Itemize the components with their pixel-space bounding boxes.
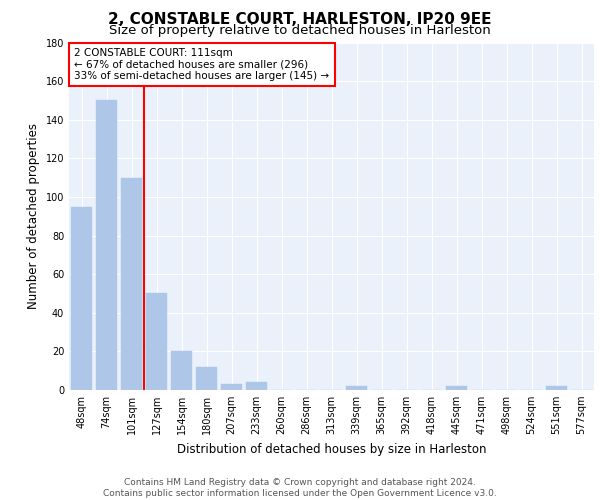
Bar [246, 382, 267, 390]
Bar [96, 100, 117, 390]
Bar [196, 367, 217, 390]
Text: 2 CONSTABLE COURT: 111sqm
← 67% of detached houses are smaller (296)
33% of semi: 2 CONSTABLE COURT: 111sqm ← 67% of detac… [74, 48, 329, 81]
Bar [221, 384, 242, 390]
Bar [71, 206, 92, 390]
Text: Contains HM Land Registry data © Crown copyright and database right 2024.
Contai: Contains HM Land Registry data © Crown c… [103, 478, 497, 498]
Bar [546, 386, 567, 390]
Text: 2, CONSTABLE COURT, HARLESTON, IP20 9EE: 2, CONSTABLE COURT, HARLESTON, IP20 9EE [108, 12, 492, 28]
Text: Size of property relative to detached houses in Harleston: Size of property relative to detached ho… [109, 24, 491, 37]
X-axis label: Distribution of detached houses by size in Harleston: Distribution of detached houses by size … [177, 442, 486, 456]
Bar [346, 386, 367, 390]
Bar [446, 386, 467, 390]
Bar [146, 294, 167, 390]
Y-axis label: Number of detached properties: Number of detached properties [27, 123, 40, 309]
Bar [121, 178, 142, 390]
Bar [171, 352, 192, 390]
